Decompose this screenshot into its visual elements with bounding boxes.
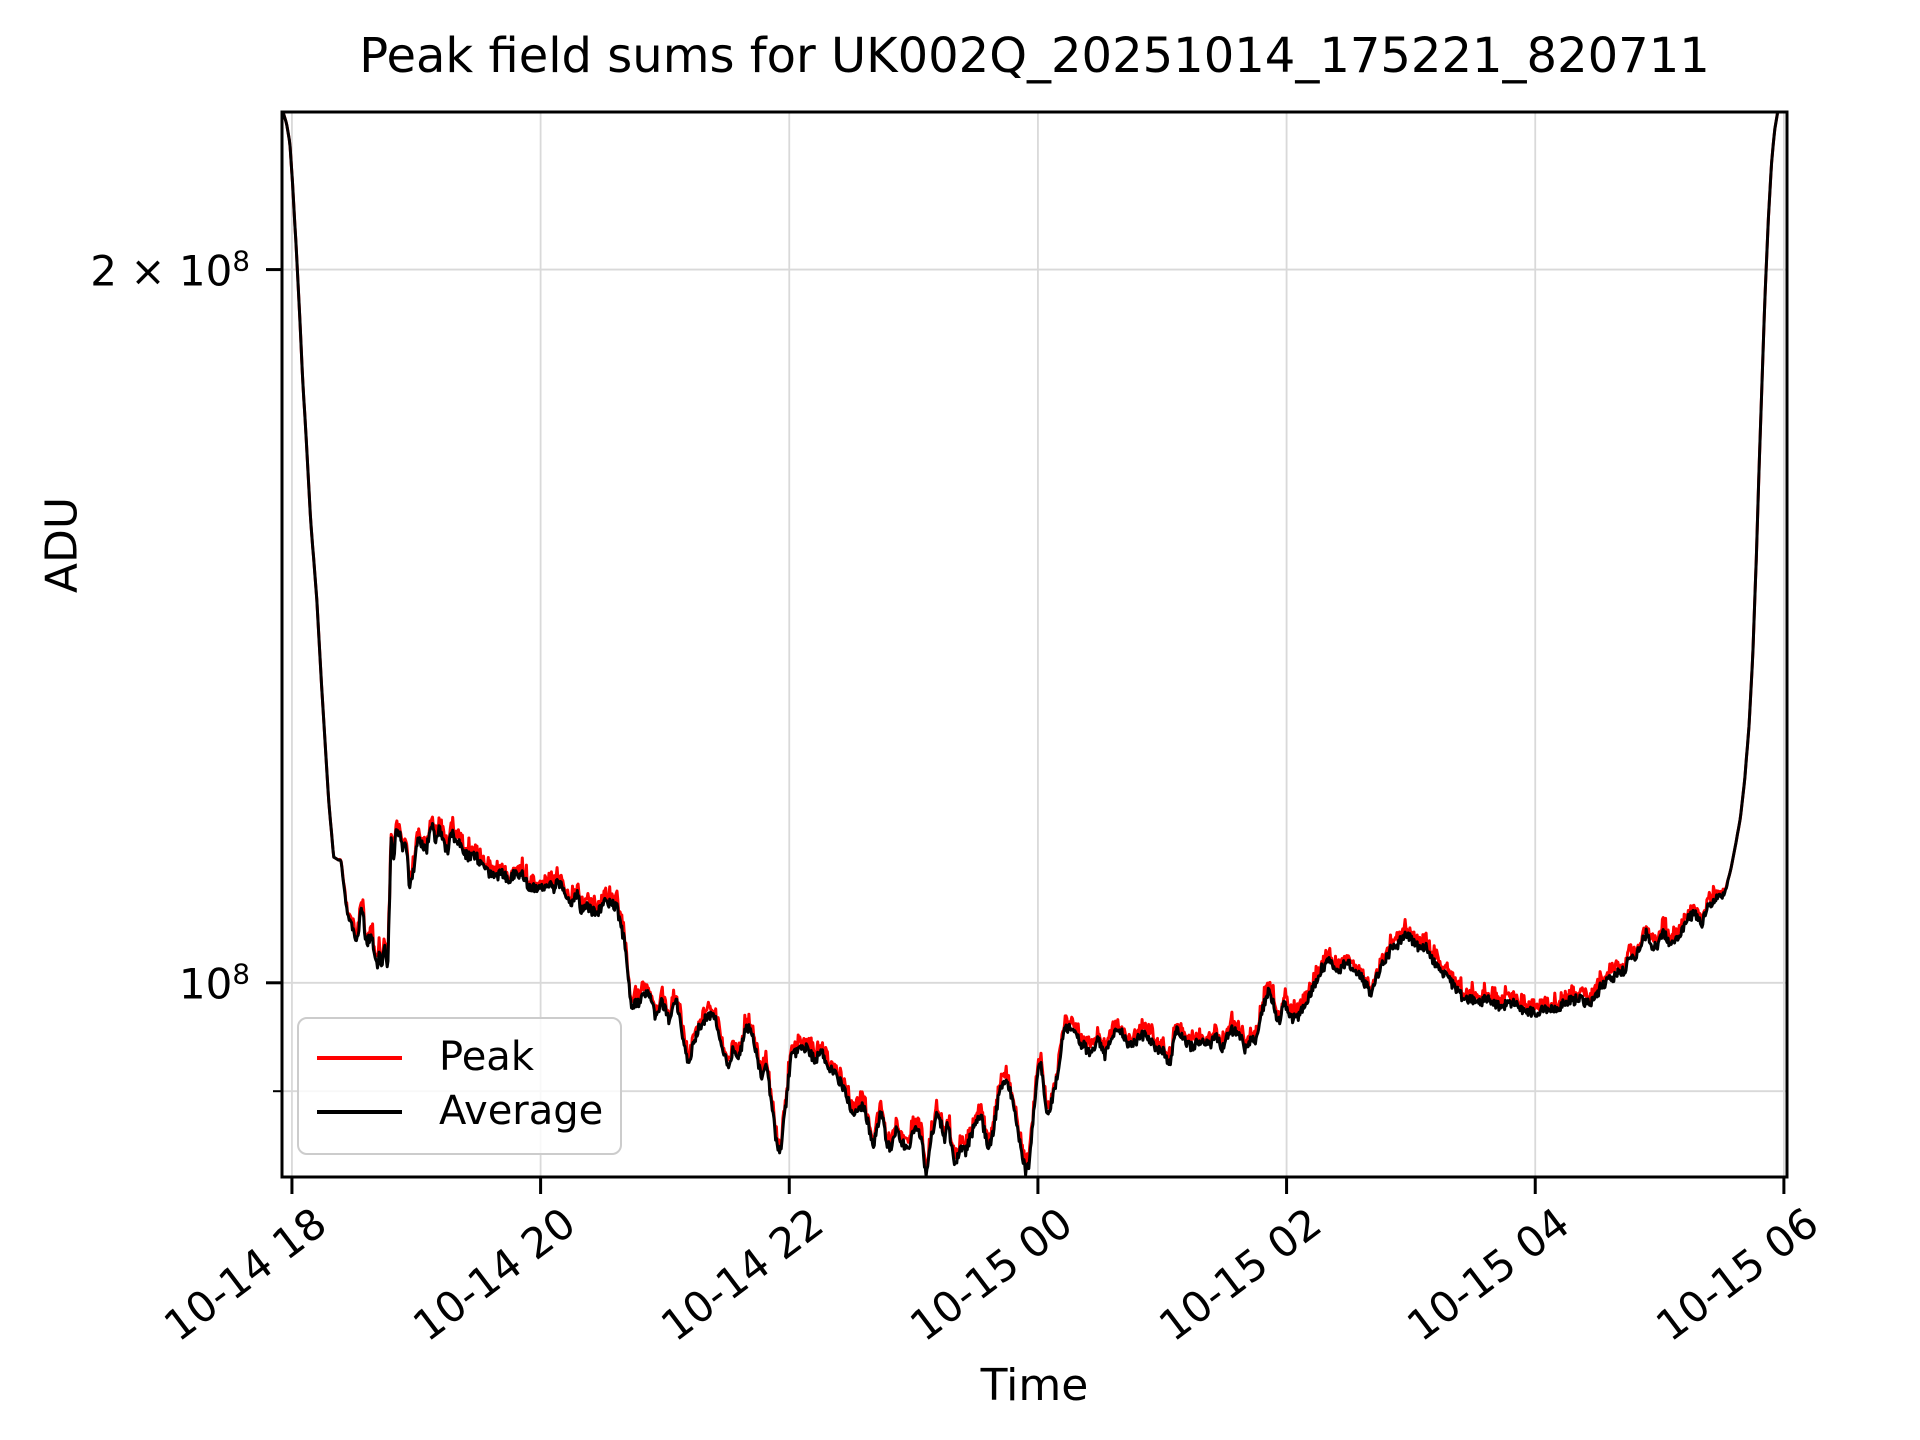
legend-item-average: Average [299, 1084, 620, 1138]
average-line-swatch [317, 1110, 402, 1114]
axis-tick-marks [266, 268, 1786, 1194]
legend: Peak Average [297, 1017, 622, 1155]
average-line [282, 112, 1780, 1177]
y-tick-label-1e8: 108 [178, 957, 250, 1009]
legend-label: Average [439, 1088, 604, 1134]
legend-label: Peak [439, 1034, 534, 1080]
legend-item-peak: Peak [299, 1030, 620, 1084]
chart-title: Peak field sums for UK002Q_20251014_1752… [359, 28, 1710, 84]
plot-border [280, 110, 1789, 1179]
x-axis-label: Time [980, 1360, 1089, 1411]
y-tick-label-2e8: 2 × 108 [90, 244, 250, 296]
peak-line-swatch [317, 1056, 402, 1060]
y-axis-label: ADU [36, 496, 88, 594]
